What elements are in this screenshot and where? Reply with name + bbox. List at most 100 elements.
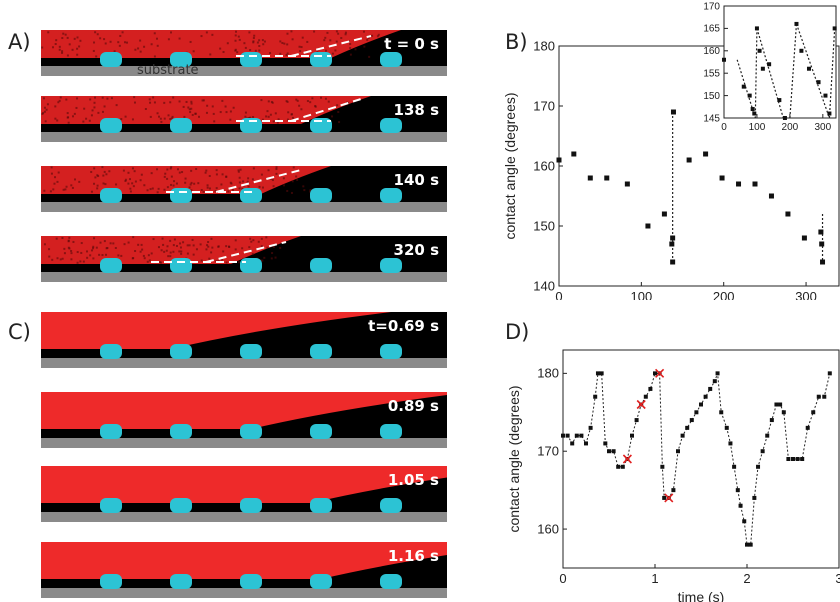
speckle [168, 38, 170, 40]
pillar [170, 574, 192, 589]
speckle [228, 246, 230, 248]
speckle [149, 98, 151, 100]
x-tick-label: 0 [721, 122, 727, 133]
speckle [164, 118, 166, 120]
speckle [94, 102, 96, 104]
y-tick-label: 155 [703, 69, 720, 80]
frame-time-label: 138 s [394, 101, 439, 119]
speckle [187, 106, 189, 108]
frame-time-label: t=0.69 s [368, 317, 439, 335]
speckle [82, 121, 84, 123]
speckle [235, 34, 237, 36]
speckle [262, 39, 264, 41]
speckle [331, 115, 333, 117]
data-point [670, 236, 675, 241]
speckle [145, 108, 147, 110]
speckle [168, 114, 170, 116]
data-point [777, 98, 781, 102]
speckle [300, 108, 302, 110]
speckle [56, 181, 58, 183]
speckle [208, 258, 210, 260]
speckle [265, 115, 267, 117]
speckle [80, 252, 82, 254]
speckle [141, 249, 143, 251]
pillar [310, 52, 332, 67]
data-point [807, 67, 811, 71]
speckle [179, 100, 181, 102]
speckle [324, 37, 326, 39]
data-point [748, 94, 752, 98]
panel-c-frame: t=0.69 s [41, 312, 447, 368]
speckle [99, 37, 101, 39]
speckle [62, 33, 64, 35]
pillar [240, 424, 262, 439]
speckle [292, 38, 294, 40]
speckle [299, 50, 301, 52]
data-point [728, 441, 732, 445]
liquid-droplet [41, 392, 447, 429]
speckle [96, 247, 98, 249]
speckle [70, 250, 72, 252]
speckle [206, 112, 208, 114]
speckle [301, 46, 303, 48]
speckle [157, 191, 159, 193]
speckle [225, 176, 227, 178]
speckle [338, 121, 340, 123]
speckle [44, 111, 46, 113]
data-point [736, 488, 740, 492]
substrate [41, 438, 447, 448]
speckle [245, 47, 247, 49]
speckle [332, 53, 334, 55]
speckle [134, 250, 136, 252]
data-point [589, 426, 593, 430]
speckle [337, 33, 339, 35]
speckle [67, 117, 69, 119]
speckle [132, 236, 134, 238]
speckle [238, 261, 240, 263]
data-point [774, 403, 778, 407]
speckle [67, 54, 69, 56]
speckle [149, 102, 151, 104]
speckle [169, 101, 171, 103]
speckle [61, 50, 63, 52]
speckle [54, 176, 56, 178]
speckle [299, 46, 301, 48]
pillar [170, 258, 192, 273]
data-point [817, 80, 821, 84]
data-point [681, 434, 685, 438]
speckle [268, 169, 270, 171]
speckle [59, 46, 61, 48]
y-tick-label: 160 [703, 46, 720, 57]
data-point [575, 434, 579, 438]
pillar [240, 258, 262, 273]
speckle [193, 244, 195, 246]
speckle [320, 97, 322, 99]
speckle [222, 173, 224, 175]
data-point [699, 403, 703, 407]
speckle [183, 106, 185, 108]
speckle [238, 171, 240, 173]
speckle [325, 50, 327, 52]
speckle [278, 118, 280, 120]
speckle [170, 184, 172, 186]
speckle [201, 35, 203, 37]
speckle [201, 189, 203, 191]
speckle [45, 120, 47, 122]
speckle [213, 113, 215, 115]
data-point [653, 371, 657, 375]
pillar [240, 344, 262, 359]
data-point [625, 182, 630, 187]
speckle [272, 102, 274, 104]
speckle [130, 190, 132, 192]
substrate-label: substrate [137, 63, 199, 78]
speckle [43, 97, 45, 99]
speckle [252, 178, 254, 180]
pillar [100, 258, 122, 273]
speckle [181, 171, 183, 173]
speckle [273, 246, 275, 248]
data-point [732, 465, 736, 469]
speckle [252, 239, 254, 241]
speckle [219, 48, 221, 50]
speckle [190, 170, 192, 172]
speckle [132, 167, 134, 169]
